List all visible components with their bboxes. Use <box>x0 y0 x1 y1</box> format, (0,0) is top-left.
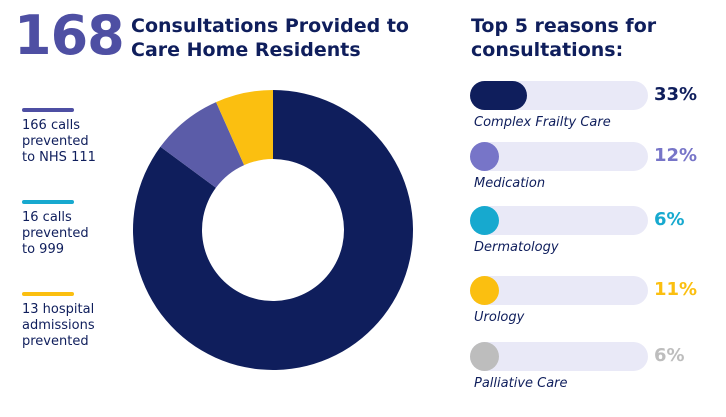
reason-bar-track <box>470 342 648 371</box>
reason-label: Urology <box>474 310 525 325</box>
reason-palliative-care: 6% Palliative Care <box>470 342 720 402</box>
reason-percent: 33% <box>654 84 698 105</box>
legend-swatch <box>22 200 74 204</box>
headline-title-line1: Consultations Provided to <box>131 15 409 37</box>
reason-bar-fill <box>470 206 499 235</box>
reason-bar-track <box>470 206 648 235</box>
reasons-title-line2: consultations: <box>471 39 624 61</box>
legend-swatch <box>22 292 74 296</box>
headline-title-line2: Care Home Residents <box>131 39 361 61</box>
legend-line: 166 calls <box>22 118 81 133</box>
legend-text: 16 calls prevented to 999 <box>22 210 132 258</box>
reasons-title-line1: Top 5 reasons for <box>471 15 657 37</box>
reason-bar-track <box>470 142 648 171</box>
reason-bar-fill <box>470 81 527 110</box>
legend-text: 166 calls prevented to NHS 111 <box>22 118 132 166</box>
reason-bar-track <box>470 276 648 305</box>
reason-bar-fill <box>470 342 499 371</box>
reason-percent: 11% <box>654 279 698 300</box>
donut-slice-2 <box>160 102 245 188</box>
legend-line: 16 calls <box>22 210 72 225</box>
donut-slice-3 <box>216 90 273 166</box>
reason-label: Dermatology <box>474 240 559 255</box>
legend-line: prevented <box>22 226 89 241</box>
reason-percent: 12% <box>654 145 698 166</box>
reason-urology: 11% Urology <box>470 276 720 336</box>
donut-slice-1 <box>133 90 413 370</box>
reason-label: Palliative Care <box>474 376 568 391</box>
legend-item-nhs111: 166 calls prevented to NHS 111 <box>22 108 132 166</box>
legend-item-hospital: 13 hospital admissions prevented <box>22 292 132 350</box>
consultations-donut-chart <box>133 90 413 370</box>
reason-medication: 12% Medication <box>470 142 720 202</box>
legend-item-999: 16 calls prevented to 999 <box>22 200 132 258</box>
total-consultations-number: 168 <box>14 4 125 67</box>
legend-line: prevented <box>22 134 89 149</box>
reason-label: Medication <box>474 176 546 191</box>
legend-text: 13 hospital admissions prevented <box>22 302 132 350</box>
reason-bar-fill <box>470 142 499 171</box>
reason-label: Complex Frailty Care <box>474 115 611 130</box>
reasons-title: Top 5 reasons for consultations: <box>471 14 711 62</box>
legend-line: admissions <box>22 318 95 333</box>
legend-line: prevented <box>22 334 89 349</box>
headline-title: Consultations Provided to Care Home Resi… <box>131 14 431 62</box>
legend-line: 13 hospital <box>22 302 95 317</box>
reason-percent: 6% <box>654 209 685 230</box>
legend-line: to 999 <box>22 242 64 257</box>
reason-percent: 6% <box>654 345 685 366</box>
reason-bar-fill <box>470 276 499 305</box>
legend-swatch <box>22 108 74 112</box>
legend-line: to NHS 111 <box>22 150 96 165</box>
reason-complex-frailty-care: 33% Complex Frailty Care <box>470 81 720 141</box>
reason-dermatology: 6% Dermatology <box>470 206 720 266</box>
reason-bar-track <box>470 81 648 110</box>
